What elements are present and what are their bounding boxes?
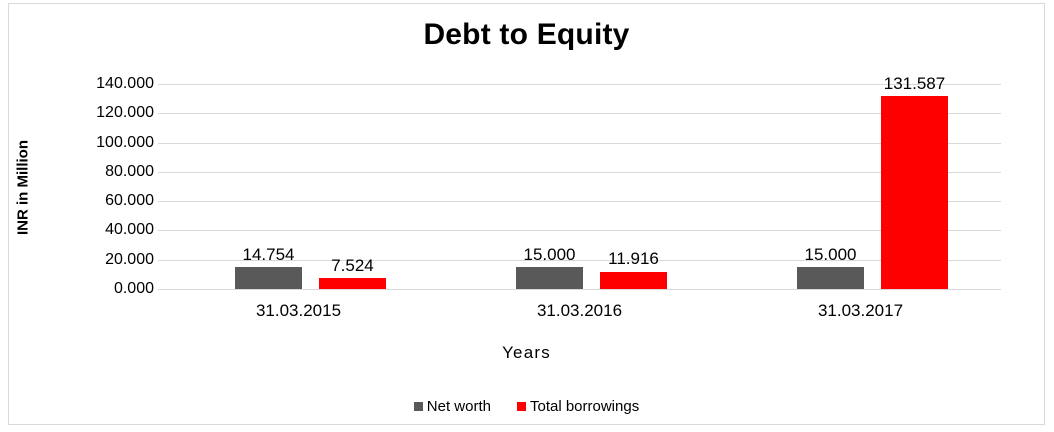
chart-container: Debt to Equity INR in Million 140.000 12… (8, 3, 1045, 425)
bar-total-borrowings[interactable] (600, 271, 667, 289)
bar-total-borrowings[interactable] (319, 277, 386, 289)
bar-value-label: 11.916 (608, 249, 659, 269)
bar-value-label: 131.587 (883, 73, 946, 93)
bar-group: 14.754 7.524 (158, 84, 439, 289)
chart-title: Debt to Equity (423, 18, 630, 51)
gridline (158, 84, 1001, 85)
y-tick-label: 120.000 (96, 104, 154, 122)
gridline (158, 201, 1001, 203)
y-axis-title: INR in Million (14, 140, 32, 235)
bar-value-label: 15.000 (523, 244, 576, 264)
category-label: 31.03.2015 (255, 301, 342, 320)
bar-value-label: 14.754 (242, 245, 295, 264)
category-label: 31.03.2017 (817, 301, 904, 320)
y-tick-label: 0.000 (113, 280, 154, 297)
x-axis-title: Years (502, 343, 551, 362)
gridline (158, 171, 1001, 173)
bar-value-label: 7.524 (331, 255, 374, 275)
y-tick-label: 20.000 (105, 250, 154, 268)
y-tick-label: 60.000 (105, 192, 154, 210)
plot-area: 14.754 7.524 15.000 11.916 15.000 131.58… (158, 74, 1001, 290)
category-label: 31.03.2016 (536, 301, 623, 320)
legend-item-networth[interactable]: Net worth (413, 398, 491, 415)
legend-item-total-borrowings[interactable]: Total borrowings (516, 398, 640, 415)
y-axis-tick-labels: 140.000 120.000 100.000 80.000 60.000 40… (46, 76, 154, 297)
bar-group: 15.000 131.587 (720, 74, 1001, 289)
gridline (158, 259, 1001, 261)
gridline (158, 142, 1001, 144)
bar-group: 15.000 11.916 (439, 84, 720, 289)
y-tick-label: 140.000 (96, 75, 154, 92)
legend-label: Net worth (426, 398, 491, 415)
gridline (158, 113, 1001, 115)
legend-swatch-icon (413, 402, 423, 411)
bar-total-borrowings[interactable] (881, 96, 948, 289)
legend-swatch-icon (516, 402, 526, 411)
x-axis-category-labels: 31.03.2015 31.03.2016 31.03.2017 (158, 301, 1001, 331)
bar-networth[interactable] (235, 267, 302, 289)
chart-legend: Net worth Total borrowings (9, 398, 1044, 415)
bar-networth[interactable] (516, 267, 583, 289)
bar-value-label: 15.000 (804, 244, 857, 264)
legend-label: Total borrowings (529, 398, 640, 415)
y-tick-label: 80.000 (105, 162, 154, 180)
y-tick-label: 100.000 (96, 133, 154, 151)
bar-networth[interactable] (797, 267, 864, 289)
y-tick-label: 40.000 (105, 221, 154, 239)
gridline (158, 230, 1001, 232)
gridline-baseline (158, 289, 1001, 290)
